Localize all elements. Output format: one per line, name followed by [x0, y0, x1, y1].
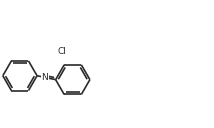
Text: Cl: Cl: [58, 47, 67, 56]
Text: N: N: [42, 73, 48, 82]
